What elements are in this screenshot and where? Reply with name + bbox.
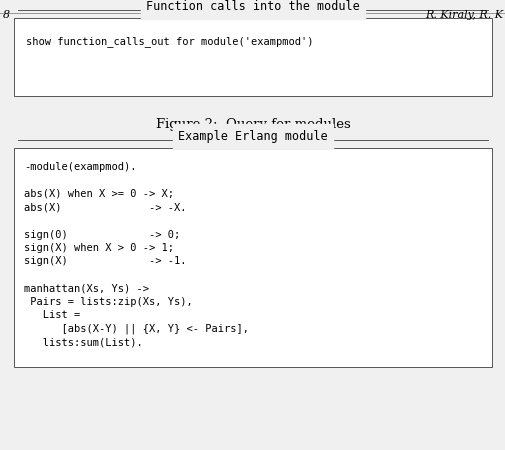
Bar (14, 18, 491, 96)
Text: sign(0)             -> 0;: sign(0) -> 0; (24, 230, 180, 239)
Text: abs(X)              -> -X.: abs(X) -> -X. (24, 202, 186, 212)
Text: [abs(X-Y) || {X, Y} <- Pairs],: [abs(X-Y) || {X, Y} <- Pairs], (24, 324, 248, 334)
Text: sign(X)             -> -1.: sign(X) -> -1. (24, 256, 186, 266)
Bar (14, 148, 491, 367)
Text: R. Kiraly, R. K: R. Kiraly, R. K (424, 10, 502, 20)
Text: Pairs = lists:zip(Xs, Ys),: Pairs = lists:zip(Xs, Ys), (24, 297, 192, 307)
Text: 8: 8 (3, 10, 10, 20)
Text: abs(X) when X >= 0 -> X;: abs(X) when X >= 0 -> X; (24, 189, 174, 199)
Text: sign(X) when X > 0 -> 1;: sign(X) when X > 0 -> 1; (24, 243, 174, 253)
Text: Function calls into the module: Function calls into the module (146, 0, 359, 13)
Text: List =: List = (24, 310, 80, 320)
Text: Figure 2:  Query for modules: Figure 2: Query for modules (156, 118, 349, 131)
Text: Example Erlang module: Example Erlang module (178, 130, 327, 143)
Text: manhattan(Xs, Ys) ->: manhattan(Xs, Ys) -> (24, 284, 148, 293)
Text: -module(exampmod).: -module(exampmod). (24, 162, 136, 172)
Text: show function_calls_out for module('exampmod'): show function_calls_out for module('exam… (26, 36, 313, 47)
Text: lists:sum(List).: lists:sum(List). (24, 338, 142, 347)
